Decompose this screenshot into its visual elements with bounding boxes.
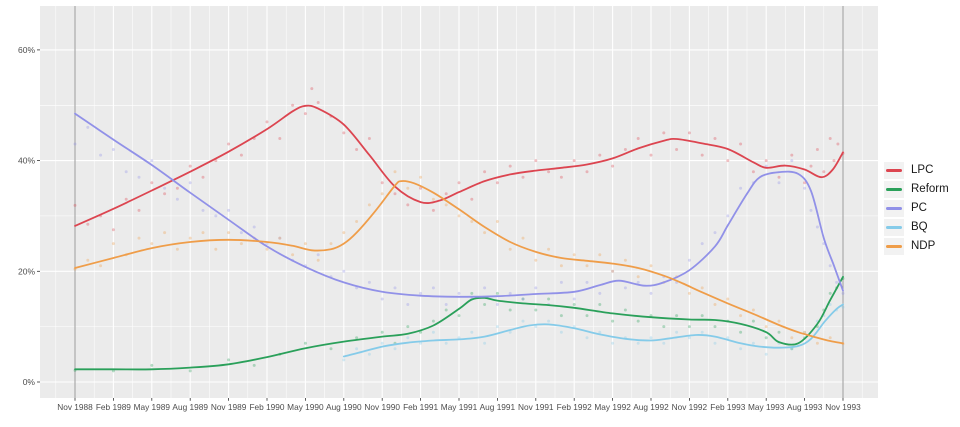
legend-key-box: [884, 238, 904, 255]
legend-label-pc: PC: [911, 201, 927, 214]
x-tick-label: Nov 1991: [518, 402, 554, 412]
legend-label-reform: Reform: [911, 182, 949, 195]
trend-line-bq: [342, 303, 844, 358]
x-tick-label: May 1992: [594, 402, 631, 412]
legend-key-box: [884, 200, 904, 217]
reform-line-swatch-icon: [886, 188, 902, 191]
legend: LPC Reform PC BQ NDP: [884, 161, 949, 256]
y-tick-label: 60%: [18, 45, 35, 55]
x-tick-label: Nov 1989: [211, 402, 247, 412]
legend-key-box: [884, 219, 904, 236]
x-tick-label: Aug 1992: [633, 402, 669, 412]
y-tick-label: 40%: [18, 156, 35, 166]
pc-line-swatch-icon: [886, 207, 902, 210]
lpc-line-swatch-icon: [886, 169, 902, 172]
legend-item-pc: PC: [884, 199, 949, 218]
scatter-points-reform: [73, 277, 845, 373]
y-axis-labels: 0% 20% 40% 60%: [18, 45, 35, 387]
x-tick-label: Aug 1989: [172, 402, 208, 412]
x-axis-labels: Nov 1988 Feb 1989 May 1989 Aug 1989 Nov 1989…: [57, 402, 861, 412]
x-tick-label: Nov 1988: [57, 402, 93, 412]
ndp-line-swatch-icon: [886, 245, 902, 248]
trend-line-reform: [74, 275, 844, 371]
x-tick-label: May 1989: [134, 402, 171, 412]
x-tick-label: Aug 1990: [326, 402, 362, 412]
x-tick-label: Nov 1993: [825, 402, 861, 412]
legend-item-lpc: LPC: [884, 161, 949, 180]
legend-item-ndp: NDP: [884, 237, 949, 256]
x-tick-label: May 1993: [748, 402, 785, 412]
x-tick-label: Feb 1993: [710, 402, 745, 412]
y-tick-label: 20%: [18, 266, 35, 276]
legend-label-ndp: NDP: [911, 239, 936, 252]
election-date-lines: [74, 6, 844, 398]
x-tick-label: Aug 1991: [480, 402, 516, 412]
scatter-points-lpc: [73, 87, 845, 232]
trend-line-lpc: [74, 104, 844, 227]
scatter-points-pc: [73, 125, 845, 306]
x-tick-label: Nov 1992: [672, 402, 708, 412]
legend-item-bq: BQ: [884, 218, 949, 237]
legend-key-box: [884, 181, 904, 198]
x-tick-label: Feb 1990: [249, 402, 284, 412]
trend-line-pc: [74, 112, 844, 298]
axis-tick-marks: [37, 49, 844, 401]
x-tick-label: Feb 1989: [96, 402, 131, 412]
x-tick-label: May 1991: [441, 402, 478, 412]
legend-label-lpc: LPC: [911, 163, 934, 176]
x-tick-label: Feb 1991: [403, 402, 438, 412]
legend-label-bq: BQ: [911, 220, 928, 233]
x-tick-label: Feb 1992: [557, 402, 592, 412]
legend-key-box: [884, 162, 904, 179]
trend-line-ndp: [74, 180, 844, 345]
grid-minor: [40, 6, 878, 398]
x-tick-label: May 1990: [287, 402, 324, 412]
x-tick-label: Aug 1993: [787, 402, 823, 412]
x-tick-label: Nov 1990: [364, 402, 400, 412]
y-tick-label: 0%: [23, 377, 36, 387]
legend-item-reform: Reform: [884, 180, 949, 199]
scatter-points-bq: [342, 303, 845, 362]
bq-line-swatch-icon: [886, 226, 902, 229]
grid-major: [40, 6, 878, 398]
